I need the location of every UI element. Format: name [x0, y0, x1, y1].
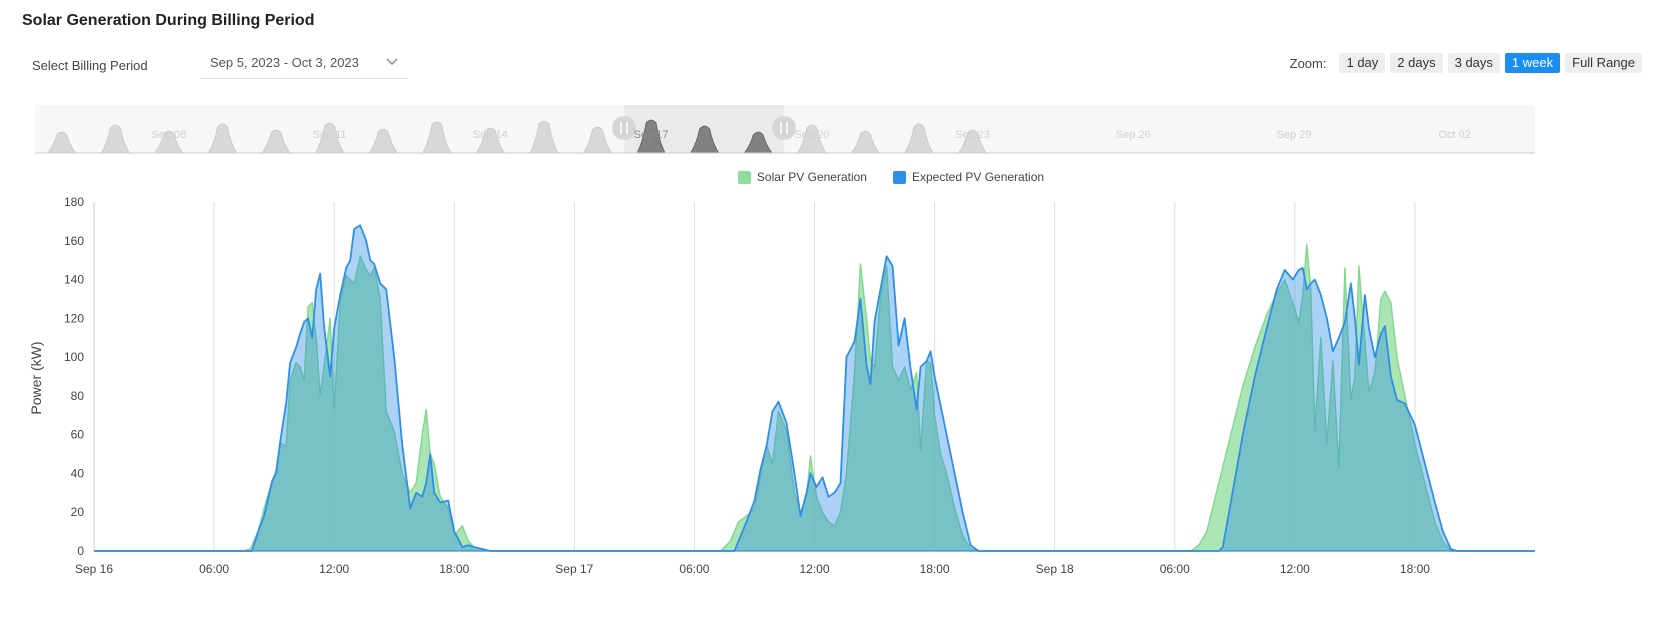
navigator-bump	[582, 126, 613, 154]
y-tick-label: 0	[77, 544, 84, 558]
x-tick-label: Sep 16	[75, 562, 113, 576]
navigator-bump	[957, 129, 988, 154]
legend-label-solar: Solar PV Generation	[756, 170, 867, 184]
page-title: Solar Generation During Billing Period	[22, 12, 315, 29]
navigator-bump	[743, 131, 774, 154]
x-tick-label: Sep 17	[555, 562, 593, 576]
navigator-bump	[100, 124, 131, 154]
chevron-down-icon	[384, 53, 400, 69]
y-tick-label: 140	[64, 273, 84, 287]
x-tick-label: 18:00	[920, 562, 950, 576]
navigator-label: Sep 26	[1116, 129, 1151, 141]
zoom-3-days-button[interactable]: 3 days	[1447, 53, 1500, 73]
navigator-bump	[368, 128, 398, 154]
y-tick-label: 120	[64, 311, 84, 325]
chart-legend: Solar PV Generation Expected PV Generati…	[0, 170, 1662, 184]
navigator-label: Oct 02	[1438, 129, 1470, 141]
legend-swatch-expected	[892, 170, 906, 184]
navigator-bump	[207, 123, 238, 154]
navigator-label: Sep 20	[794, 129, 829, 141]
zoom-1-day-button[interactable]: 1 day	[1339, 53, 1386, 73]
navigator-bump	[797, 124, 827, 154]
x-tick-label: 12:00	[1280, 562, 1310, 576]
navigator-label: Sep 14	[473, 129, 508, 141]
x-tick-label: Sep 18	[1036, 562, 1074, 576]
y-tick-label: 20	[71, 505, 85, 519]
solar-line	[94, 244, 1535, 552]
x-tick-label: 06:00	[679, 562, 709, 576]
navigator-bump	[689, 125, 720, 154]
navigator-handle-left[interactable]	[612, 116, 636, 140]
navigator-label: Sep 08	[151, 129, 186, 141]
zoom-1-week-button[interactable]: 1 week	[1504, 53, 1561, 73]
y-tick-label: 80	[71, 389, 85, 403]
navigator-label: Sep 23	[955, 129, 990, 141]
zoom-label: Zoom:	[1289, 55, 1327, 71]
navigator-bump	[850, 130, 881, 154]
expected-area	[94, 225, 1535, 552]
navigator-label: Sep 17	[634, 129, 669, 141]
zoom-full-range-button[interactable]: Full Range	[1565, 53, 1642, 73]
navigator-bump	[636, 119, 666, 154]
range-navigator[interactable]: Sep 08 Sep 11 Sep 14 Sep 17 Sep 20 Sep 23 Sep …	[0, 100, 1662, 160]
x-tick-label: 12:00	[319, 562, 349, 576]
billing-period-label: Select Billing Period	[32, 58, 148, 73]
navigator-bump	[904, 123, 934, 154]
expected-line	[94, 224, 1535, 552]
navigator-label: Sep 29	[1276, 129, 1311, 141]
navigator-bump	[261, 129, 291, 154]
navigator-bump	[46, 131, 77, 154]
legend-label-expected: Expected PV Generation	[911, 170, 1045, 184]
x-tick-label: 06:00	[1160, 562, 1190, 576]
x-tick-label: 18:00	[439, 562, 469, 576]
navigator-selection[interactable]	[624, 105, 784, 153]
navigator-handle-right[interactable]	[772, 116, 796, 140]
navigator-bump	[422, 121, 452, 154]
navigator-bump	[154, 130, 184, 154]
navigator-bump	[529, 120, 559, 154]
y-tick-label: 60	[71, 428, 85, 442]
navigator-bump	[314, 122, 345, 154]
legend-swatch-solar	[737, 170, 751, 184]
navigator-series	[46, 119, 988, 154]
navigator-label: Sep 11	[313, 129, 347, 141]
y-tick-label: 100	[64, 350, 84, 364]
billing-period-dropdown[interactable]: Sep 5, 2023 - Oct 3, 2023	[200, 46, 408, 79]
navigator-bump	[475, 127, 506, 154]
y-tick-label: 160	[64, 234, 84, 248]
billing-period-value: Sep 5, 2023 - Oct 3, 2023	[210, 55, 359, 70]
x-tick-label: 06:00	[199, 562, 229, 576]
zoom-2-days-button[interactable]: 2 days	[1390, 53, 1443, 73]
legend-item-expected[interactable]: Expected PV Generation	[892, 170, 1045, 184]
legend-item-solar[interactable]: Solar PV Generation	[737, 170, 867, 184]
x-tick-label: 18:00	[1400, 562, 1430, 576]
zoom-controls: Zoom: 1 day 2 days 3 days 1 week Full Ra…	[1290, 53, 1642, 73]
y-tick-label: 40	[71, 466, 85, 480]
x-tick-label: 12:00	[799, 562, 829, 576]
y-axis-label: Power (kW)	[28, 341, 44, 415]
solar-area	[94, 244, 1535, 551]
y-tick-label: 180	[64, 195, 84, 209]
